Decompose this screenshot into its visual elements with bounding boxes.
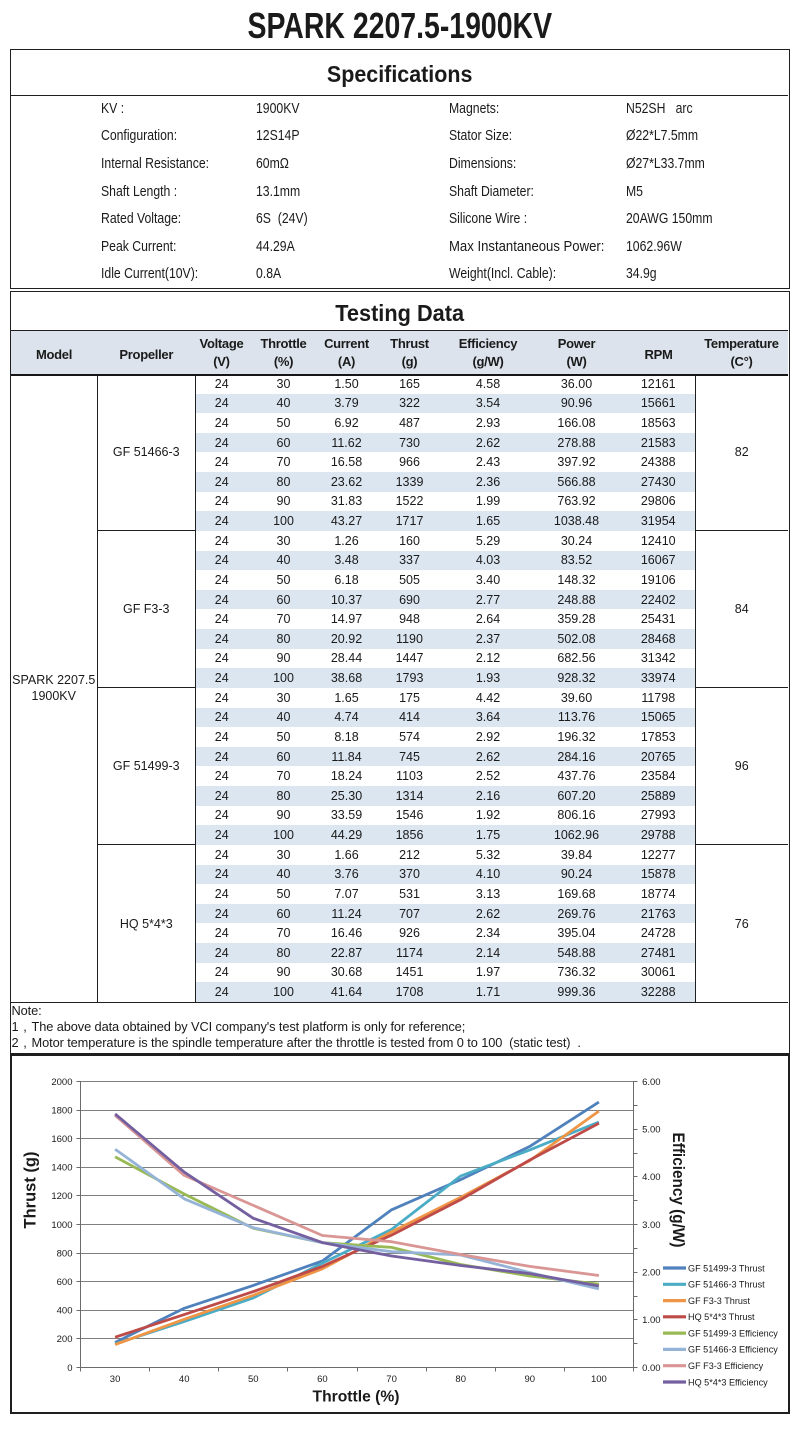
svg-text:60: 60: [317, 1374, 328, 1385]
svg-text:100: 100: [590, 1374, 606, 1385]
svg-text:Throttle (%): Throttle (%): [312, 1389, 399, 1406]
svg-text:GF 51466-3 Efficiency: GF 51466-3 Efficiency: [688, 1345, 778, 1355]
svg-text:40: 40: [178, 1374, 189, 1385]
svg-text:0: 0: [67, 1363, 72, 1374]
svg-text:1600: 1600: [51, 1134, 72, 1145]
svg-text:70: 70: [386, 1374, 397, 1385]
svg-text:GF 51499-3 Efficiency: GF 51499-3 Efficiency: [688, 1328, 778, 1338]
svg-text:1800: 1800: [51, 1105, 72, 1116]
svg-text:600: 600: [56, 1277, 72, 1288]
svg-text:GF 51499-3 Thrust: GF 51499-3 Thrust: [688, 1263, 765, 1273]
svg-text:4.00: 4.00: [642, 1172, 661, 1183]
svg-text:400: 400: [56, 1306, 72, 1317]
svg-text:6.00: 6.00: [642, 1077, 661, 1088]
svg-text:GF 51466-3 Thrust: GF 51466-3 Thrust: [688, 1280, 765, 1290]
svg-text:1400: 1400: [51, 1163, 72, 1174]
svg-text:800: 800: [56, 1248, 72, 1259]
svg-text:2000: 2000: [51, 1077, 72, 1088]
svg-text:GF F3-3 Thrust: GF F3-3 Thrust: [688, 1296, 750, 1306]
svg-text:90: 90: [524, 1374, 535, 1385]
svg-text:Thrust (g): Thrust (g): [21, 1152, 39, 1229]
svg-text:50: 50: [248, 1374, 259, 1385]
svg-text:5.00: 5.00: [642, 1125, 661, 1136]
svg-text:0.00: 0.00: [642, 1363, 661, 1374]
svg-text:GF F3-3 Efficiency: GF F3-3 Efficiency: [688, 1361, 764, 1371]
svg-text:1200: 1200: [51, 1191, 72, 1202]
svg-text:HQ 5*4*3 Efficiency: HQ 5*4*3 Efficiency: [688, 1377, 768, 1387]
svg-text:Efficiency (g/W): Efficiency (g/W): [669, 1133, 687, 1248]
svg-text:30: 30: [109, 1374, 120, 1385]
svg-text:200: 200: [56, 1334, 72, 1345]
svg-text:1.00: 1.00: [642, 1315, 661, 1326]
svg-text:3.00: 3.00: [642, 1220, 661, 1231]
svg-text:80: 80: [455, 1374, 466, 1385]
svg-text:HQ 5*4*3 Thrust: HQ 5*4*3 Thrust: [688, 1312, 755, 1322]
svg-text:2.00: 2.00: [642, 1268, 661, 1279]
svg-text:1000: 1000: [51, 1220, 72, 1231]
